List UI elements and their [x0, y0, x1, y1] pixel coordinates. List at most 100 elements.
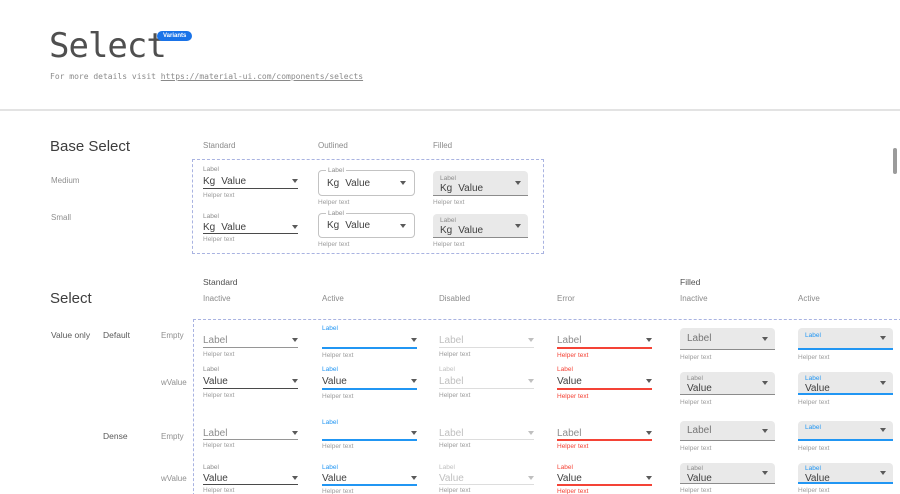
select-underline [203, 188, 298, 189]
filled-box: Label [680, 421, 775, 441]
filled-box: Label [680, 328, 775, 350]
select-floating-label: Label [326, 210, 346, 218]
select-value: Kg Value [327, 220, 371, 231]
helper-text: Helper text [798, 487, 830, 494]
select-value: Label [687, 333, 712, 344]
select-floating-label: Label [805, 424, 821, 431]
row-label-small: Small [51, 213, 72, 222]
filled-box: Label Value [798, 372, 893, 395]
dropdown-arrow-icon [411, 476, 417, 480]
dropdown-arrow-icon [880, 470, 886, 475]
select-dense-standard-disabled-wvalue: Label Value Helper text [439, 463, 534, 494]
select-value: Label [439, 427, 464, 439]
dropdown-arrow-icon [292, 338, 298, 342]
column-header-outlined: Outlined [318, 141, 348, 150]
select-floating-label [203, 324, 298, 333]
state-header-inactive: Inactive [203, 294, 231, 303]
select-value: Value [687, 383, 712, 394]
select-filled-active-wvalue[interactable]: Label Value Helper text [798, 372, 893, 406]
helper-text: Helper text [680, 399, 712, 406]
select-value: Label [203, 334, 228, 346]
helper-text: Helper text [322, 393, 354, 400]
column-header-filled: Filled [433, 141, 453, 150]
select-dense-filled-active-empty[interactable]: Label Helper text [798, 421, 893, 452]
dropdown-arrow-icon [762, 336, 768, 341]
helper-text: Helper text [203, 487, 235, 494]
select-dense-standard-error-wvalue[interactable]: Label Value Helper text [557, 463, 652, 494]
select-filled-inactive-wvalue[interactable]: Label Value Helper text [680, 372, 775, 406]
select-standard-error-empty[interactable]: Label Helper text [557, 324, 652, 359]
base-select-filled-small[interactable]: Label Kg Value Helper text [433, 214, 528, 248]
row-state-wvalue-dense: wValue [161, 474, 187, 483]
helper-text: Helper text [433, 199, 465, 206]
helper-text: Helper text [322, 443, 354, 450]
variants-badge: Variants [157, 31, 193, 41]
select-dense-standard-active-empty[interactable]: Label Helper text [322, 418, 417, 450]
dropdown-arrow-icon [292, 225, 298, 229]
select-floating-label [439, 324, 534, 333]
helper-text: Helper text [318, 199, 350, 206]
select-standard-inactive-wvalue[interactable]: Label Value Helper text [203, 365, 298, 399]
filled-box: Label Value [798, 463, 893, 484]
select-dense-standard-active-wvalue[interactable]: Label Value Helper text [322, 463, 417, 494]
select-filled-inactive-empty[interactable]: Label Helper text [680, 328, 775, 361]
helper-text: Helper text [557, 443, 589, 450]
select-standard-inactive-empty[interactable]: Label Helper text [203, 324, 298, 358]
base-select-outlined-small[interactable]: Label Kg Value Helper text [318, 210, 415, 248]
select-underline [557, 484, 652, 486]
select-dense-filled-inactive-empty[interactable]: Label Helper text [680, 421, 775, 452]
select-floating-label: Label [203, 366, 219, 373]
select-dense-standard-inactive-wvalue[interactable]: Label Value Helper text [203, 463, 298, 494]
select-floating-label: Label [557, 366, 573, 373]
base-select-standard-small[interactable]: Label Kg Value Helper text [203, 212, 298, 243]
base-select-standard-medium[interactable]: Label Kg Value Helper text [203, 165, 298, 199]
filled-box: Label Kg Value [433, 214, 528, 238]
select-dense-standard-disabled-empty: Label Helper text [439, 418, 534, 449]
select-dense-standard-error-empty[interactable]: Label Helper text [557, 418, 652, 450]
select-floating-label: Label [322, 325, 338, 332]
helper-text: Helper text [798, 445, 830, 452]
select-value: Label [557, 334, 582, 346]
dropdown-arrow-icon [292, 379, 298, 383]
select-underline [557, 388, 652, 390]
select-standard-error-wvalue[interactable]: Label Value Helper text [557, 365, 652, 400]
dropdown-arrow-icon [528, 379, 534, 383]
select-value: Kg Value [203, 221, 247, 233]
select-underline [322, 388, 417, 390]
dropdown-arrow-icon [762, 428, 768, 433]
intro-prefix: For more details visit [50, 72, 161, 81]
row-state-empty: Empty [161, 331, 184, 340]
filled-box: Label Value [680, 372, 775, 395]
helper-text: Helper text [439, 392, 471, 399]
select-dense-standard-inactive-empty[interactable]: Label Helper text [203, 418, 298, 449]
helper-text: Helper text [318, 241, 350, 248]
select-grid-heading: Select [50, 290, 92, 307]
select-underline [203, 388, 298, 389]
outlined-box: Label Kg Value [318, 167, 415, 196]
select-floating-label: Label [687, 375, 703, 382]
select-value: Value [805, 473, 830, 484]
intro-text: For more details visit https://material-… [50, 72, 363, 81]
vertical-scrollbar-thumb[interactable] [893, 148, 897, 174]
helper-text: Helper text [439, 351, 471, 358]
select-underline [322, 347, 417, 349]
base-select-filled-medium[interactable]: Label Kg Value Helper text [433, 171, 528, 206]
select-underline [322, 439, 417, 441]
select-value: Kg Value [440, 225, 484, 236]
select-standard-active-empty[interactable]: Label Helper text [322, 324, 417, 359]
select-dense-filled-inactive-wvalue[interactable]: Label Value Helper text [680, 463, 775, 494]
base-select-outlined-medium[interactable]: Label Kg Value Helper text [318, 167, 415, 206]
material-ui-link[interactable]: https://material-ui.com/components/selec… [160, 72, 364, 81]
dropdown-arrow-icon [292, 476, 298, 480]
select-filled-active-empty[interactable]: Label Helper text [798, 328, 893, 361]
select-floating-label: Label [322, 366, 338, 373]
group-header-standard: Standard [203, 277, 238, 287]
select-underline [203, 484, 298, 485]
dropdown-arrow-icon [762, 471, 768, 475]
header-divider [0, 109, 900, 111]
select-dense-filled-active-wvalue[interactable]: Label Value Helper text [798, 463, 893, 494]
dropdown-arrow-icon [400, 181, 406, 185]
row-label-medium: Medium [51, 176, 80, 185]
helper-text: Helper text [680, 445, 712, 452]
select-standard-active-wvalue[interactable]: Label Value Helper text [322, 365, 417, 400]
